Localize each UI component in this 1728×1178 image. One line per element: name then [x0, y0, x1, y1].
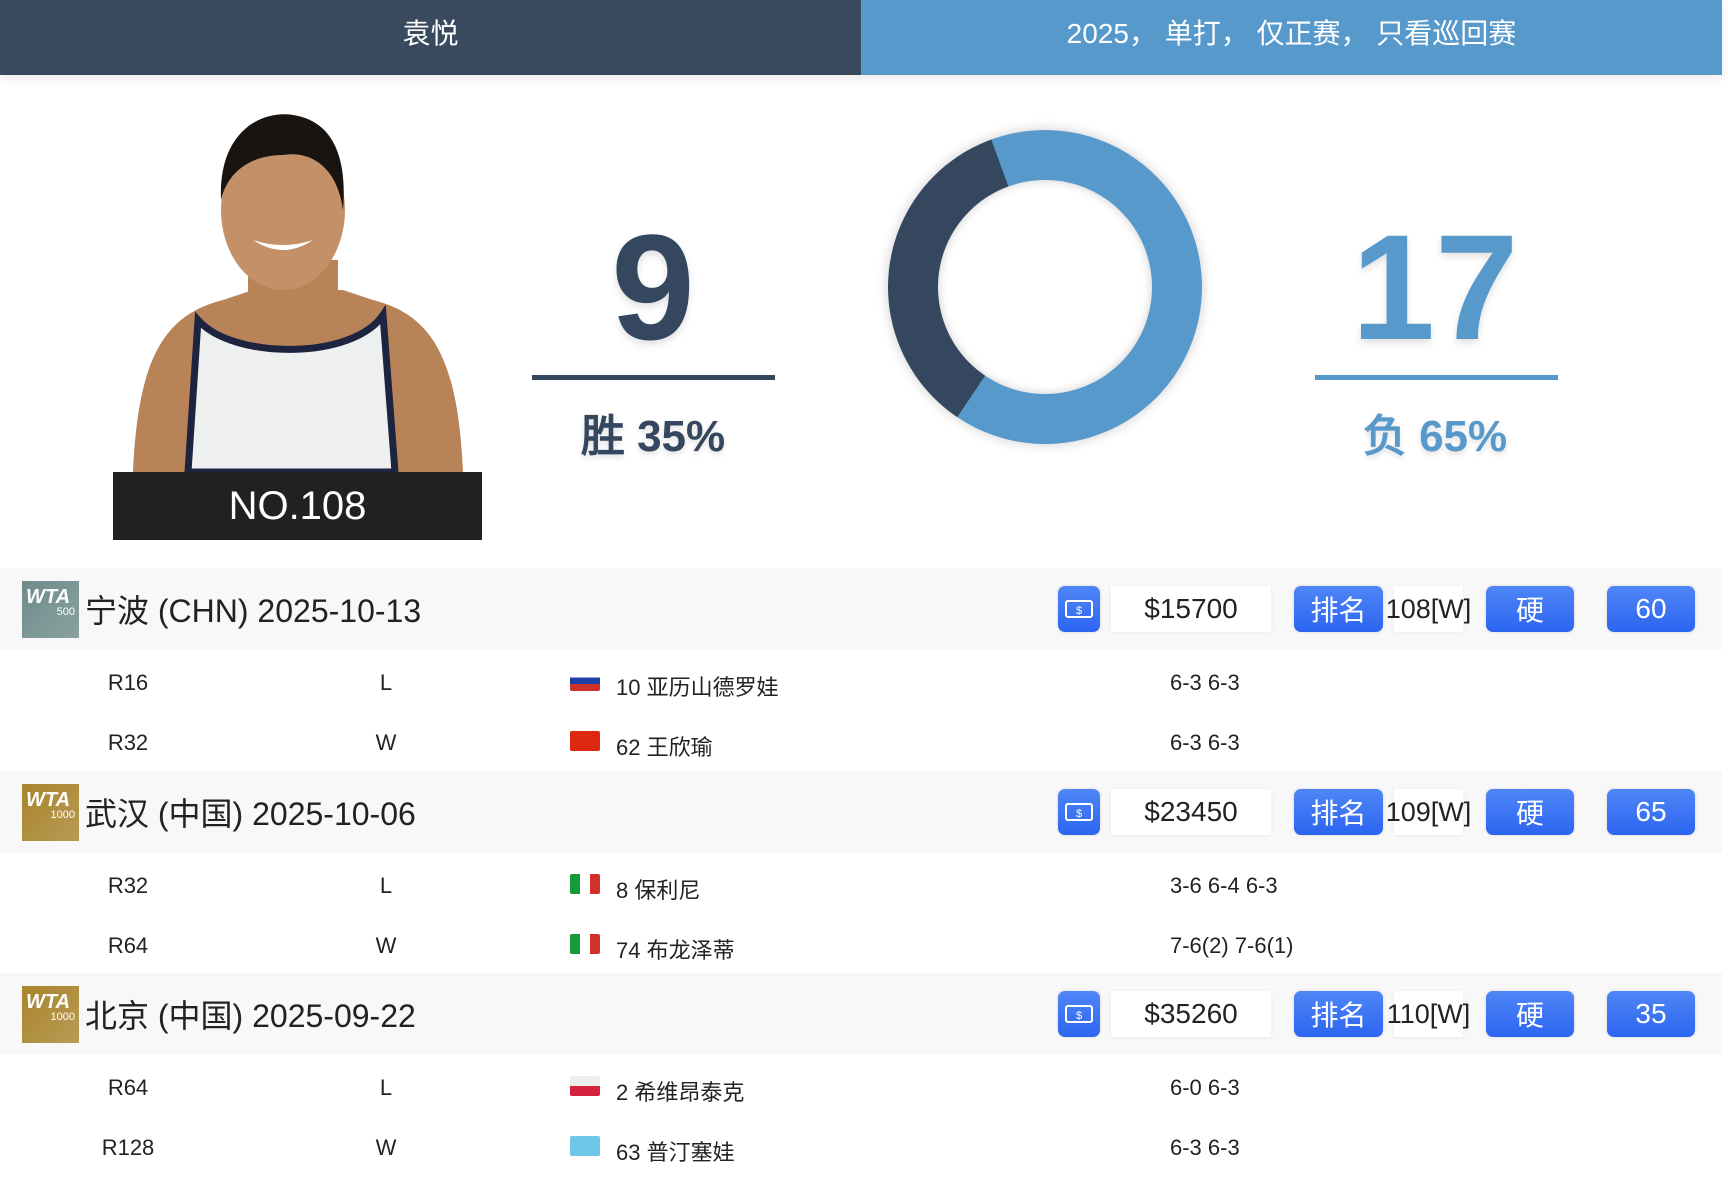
points-button[interactable]: 65 — [1607, 789, 1695, 835]
wta-logo: WTA 1000 — [22, 985, 79, 1043]
svg-text:$: $ — [1076, 605, 1082, 617]
wins-percent: 胜 35% — [580, 412, 726, 461]
logo-level: 1000 — [50, 808, 75, 821]
player-photo: NO.108 — [113, 110, 482, 540]
player-name-tab[interactable]: 袁悦 — [0, 0, 861, 75]
logo-level: 500 — [56, 605, 75, 618]
tournament-title[interactable]: 北京 (中国) 2025-09-22 — [85, 998, 416, 1034]
rank-button[interactable]: 排名 — [1294, 586, 1383, 632]
player-portrait-image — [133, 114, 463, 472]
tournament-header: WTA 1000 北京 (中国) 2025-09-22 $ $35260 排名 1… — [0, 973, 1722, 1055]
match-score: 6-0 6-3 — [1170, 1075, 1240, 1100]
match-row[interactable]: R16 L 10 亚历山德罗娃 6-3 6-3 — [0, 653, 1722, 711]
svg-text:$: $ — [1076, 808, 1082, 820]
losses-count: 17 — [1351, 203, 1519, 371]
opponent-name[interactable]: 74 布龙泽蒂 — [616, 938, 735, 963]
opponent-name[interactable]: 10 亚历山德罗娃 — [616, 675, 779, 700]
china-flag-icon — [570, 731, 600, 751]
match-round: R16 — [107, 670, 149, 695]
match-score: 3-6 6-4 6-3 — [1170, 873, 1278, 898]
losses-divider — [1315, 375, 1558, 380]
points-button[interactable]: 60 — [1607, 586, 1695, 632]
surface-button[interactable]: 硬 — [1486, 586, 1574, 632]
match-row[interactable]: R32 L 8 保利尼 3-6 6-4 6-3 — [0, 856, 1722, 914]
opponent-name[interactable]: 2 希维昂泰克 — [616, 1080, 745, 1105]
rank-button[interactable]: 排名 — [1294, 789, 1383, 835]
filter-tab[interactable]: 2025， 单打， 仅正赛， 只看巡回赛 — [861, 0, 1722, 75]
prize-money: $35260 — [1111, 991, 1271, 1037]
match-score: 7-6(2) 7-6(1) — [1170, 933, 1294, 958]
match-result: W — [375, 933, 397, 958]
match-round: R64 — [107, 1075, 149, 1100]
wins-divider — [532, 375, 775, 380]
prize-money: $15700 — [1111, 586, 1271, 632]
prize-money-icon[interactable]: $ — [1058, 586, 1100, 632]
match-score: 6-3 6-3 — [1170, 1135, 1240, 1160]
logo-text: WTA — [26, 788, 71, 811]
italy-flag-icon — [570, 934, 600, 954]
match-round: R64 — [107, 933, 149, 958]
kazakhstan-flag-icon — [570, 1136, 600, 1156]
match-score: 6-3 6-3 — [1170, 730, 1240, 755]
rank-value: 108[W] — [1386, 586, 1471, 632]
match-result: W — [375, 730, 397, 755]
poland-flag-icon — [570, 1076, 600, 1096]
match-row[interactable]: R64 W 74 布龙泽蒂 7-6(2) 7-6(1) — [0, 916, 1722, 974]
wta-logo: WTA 500 — [22, 580, 79, 638]
match-result: W — [375, 1135, 397, 1160]
match-result: L — [379, 670, 393, 695]
wta-logo: WTA 1000 — [22, 783, 79, 841]
tournament-header: WTA 500 宁波 (CHN) 2025-10-13 $ $15700 排名 1… — [0, 568, 1722, 650]
surface-button[interactable]: 硬 — [1486, 789, 1574, 835]
logo-level: 1000 — [50, 1010, 75, 1023]
surface-button[interactable]: 硬 — [1486, 991, 1574, 1037]
match-row[interactable]: R128 W 63 普汀塞娃 6-3 6-3 — [0, 1118, 1722, 1176]
svg-text:$: $ — [1076, 1010, 1082, 1022]
logo-text: WTA — [26, 585, 71, 608]
match-round: R128 — [101, 1135, 155, 1160]
opponent-name[interactable]: 62 王欣瑜 — [616, 735, 713, 760]
match-result: L — [379, 1075, 393, 1100]
tournament-header: WTA 1000 武汉 (中国) 2025-10-06 $ $23450 排名 1… — [0, 771, 1722, 853]
match-result: L — [379, 873, 393, 898]
top-bar: 袁悦 2025， 单打， 仅正赛， 只看巡回赛 — [0, 0, 1722, 75]
tournament-title[interactable]: 武汉 (中国) 2025-10-06 — [85, 796, 416, 832]
italy-flag-icon — [570, 874, 600, 894]
win-loss-donut — [888, 130, 1202, 444]
match-round: R32 — [107, 873, 149, 898]
rank-button[interactable]: 排名 — [1294, 991, 1383, 1037]
tournament-title[interactable]: 宁波 (CHN) 2025-10-13 — [85, 593, 422, 629]
match-score: 6-3 6-3 — [1170, 670, 1240, 695]
match-row[interactable]: R64 L 2 希维昂泰克 6-0 6-3 — [0, 1058, 1722, 1116]
russia-flag-icon — [570, 671, 600, 691]
rank-value: 109[W] — [1386, 789, 1471, 835]
match-round: R32 — [107, 730, 149, 755]
rank-value: 110[W] — [1387, 991, 1470, 1037]
match-row[interactable]: R32 W 62 王欣瑜 6-3 6-3 — [0, 713, 1722, 771]
donut-hole — [938, 180, 1152, 394]
prize-money-icon[interactable]: $ — [1058, 789, 1100, 835]
prize-money-icon[interactable]: $ — [1058, 991, 1100, 1037]
opponent-name[interactable]: 63 普汀塞娃 — [616, 1140, 735, 1165]
rank-badge: NO.108 — [113, 472, 482, 540]
logo-text: WTA — [26, 990, 71, 1013]
losses-percent: 负 65% — [1362, 412, 1508, 461]
wins-count: 9 — [611, 203, 695, 371]
prize-money: $23450 — [1111, 789, 1271, 835]
opponent-name[interactable]: 8 保利尼 — [616, 878, 701, 903]
points-button[interactable]: 35 — [1607, 991, 1695, 1037]
